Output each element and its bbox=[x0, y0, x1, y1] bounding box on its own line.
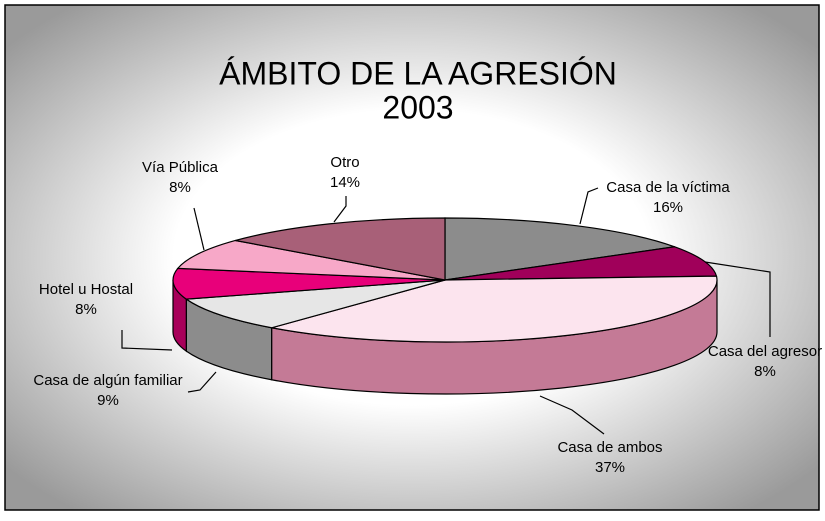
slice bbox=[235, 217, 446, 281]
chart-subtitle: 2003 bbox=[382, 89, 453, 125]
leader-line bbox=[539, 395, 605, 435]
leader-line bbox=[193, 207, 205, 251]
leader-line bbox=[704, 261, 771, 337]
category-label: Casa de la víctima bbox=[606, 179, 730, 196]
slice bbox=[172, 267, 446, 300]
leader-line bbox=[333, 196, 347, 223]
value-label: 16% bbox=[653, 199, 683, 216]
labels: Casa de la víctima 16% Casa del agresor 8% C… bbox=[33, 154, 822, 476]
leader-line bbox=[579, 187, 599, 225]
category-label: Hotel u Hostal bbox=[39, 281, 133, 298]
slice bbox=[444, 246, 718, 281]
slice bbox=[176, 239, 446, 281]
value-label: 8% bbox=[169, 179, 191, 196]
value-label: 9% bbox=[97, 392, 119, 409]
category-label: Vía Pública bbox=[142, 159, 219, 176]
slice bbox=[184, 279, 446, 329]
value-label: 8% bbox=[754, 363, 776, 380]
category-label: Casa de algún familiar bbox=[33, 372, 182, 389]
leader-line bbox=[121, 330, 173, 351]
category-label: Casa del agresor bbox=[708, 343, 822, 360]
slice bbox=[271, 275, 718, 343]
value-label: 37% bbox=[595, 459, 625, 476]
chart-title: ÁMBITO DE LA AGRESIÓN bbox=[219, 55, 617, 91]
leader-line bbox=[187, 371, 217, 393]
category-label: Casa de ambos bbox=[557, 439, 662, 456]
category-label: Otro bbox=[330, 154, 359, 171]
slice bbox=[444, 217, 675, 281]
pie-tops bbox=[172, 217, 718, 343]
value-label: 8% bbox=[75, 301, 97, 318]
value-label: 14% bbox=[330, 174, 360, 191]
